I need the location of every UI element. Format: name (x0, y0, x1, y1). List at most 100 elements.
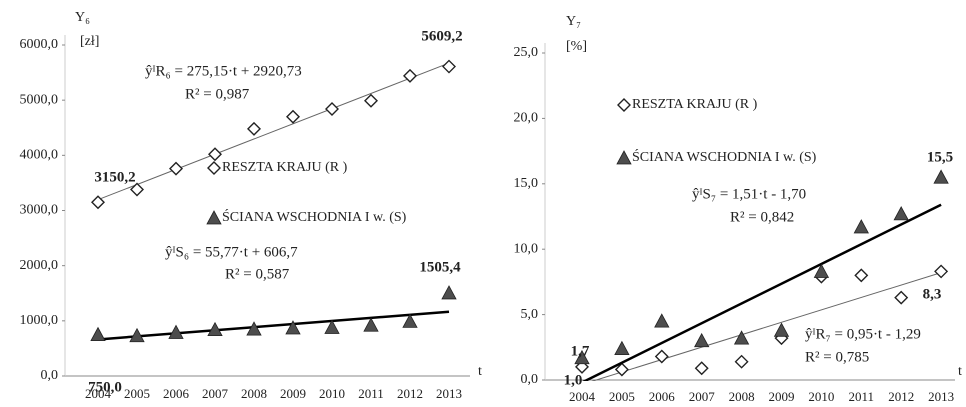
value-label: 8,3 (923, 286, 942, 302)
value-label: 5609,2 (421, 28, 462, 44)
x-tick-label: 2007 (689, 389, 716, 404)
diamond-marker (286, 109, 300, 124)
x-tick-label: 2009 (280, 386, 306, 401)
trend-line (97, 62, 450, 201)
diamond-marker (364, 93, 378, 108)
value-label: 3150,2 (94, 169, 135, 185)
x-tick-label: 2008 (241, 386, 267, 401)
triangle-marker (441, 285, 457, 300)
diamond-marker (325, 102, 339, 116)
y-tick-label: 4000,0 (20, 148, 59, 163)
triangle-marker (246, 321, 262, 336)
diamond-marker (617, 98, 631, 112)
y-tick-label: 10,0 (514, 241, 539, 256)
x-axis-label: t (478, 364, 482, 379)
x-tick-label: 2013 (928, 389, 954, 404)
triangle-marker (207, 321, 223, 337)
value-label: 1,7 (571, 343, 590, 359)
legend-label: ŚCIANA WSCHODNIA I w. (S) (222, 208, 407, 225)
triangle-marker (654, 313, 670, 328)
x-tick-label: 2005 (124, 386, 150, 401)
triangle-marker (363, 317, 379, 332)
y-tick-label: 3000,0 (20, 203, 59, 218)
trend-line (582, 203, 942, 381)
diamond-marker (208, 147, 222, 162)
annotation: R² = 0,987 (185, 86, 250, 102)
triangle-marker (773, 322, 790, 337)
chart: Y₇ [%] t 0,0 5,0 10,0 15,0 20,0 25,0 2004 2005 2006… (514, 14, 963, 404)
annotation: ŷᴵS₇ = 1,51·t - 1,70 (692, 186, 806, 202)
triangle-marker (614, 340, 630, 356)
x-tick-label: 2006 (163, 386, 190, 401)
triangle-marker (324, 319, 340, 334)
triangle-marker (694, 332, 710, 348)
diamond-marker (694, 361, 709, 376)
x-tick-label: 2011 (358, 386, 384, 401)
y-tick-label: 2000,0 (20, 258, 59, 273)
annotation: R² = 0,842 (730, 209, 794, 225)
y-tick-label: 0,0 (521, 372, 539, 387)
y-axis-label: Y₇ (566, 14, 581, 29)
diamond-marker (614, 362, 629, 377)
triangle-marker (933, 169, 949, 184)
legend-label: ŚCIANA WSCHODNIA I w. (S) (632, 148, 817, 165)
x-tick-label: 2012 (888, 389, 914, 404)
triangle-marker (733, 330, 750, 345)
y-axis-label: Y₆ (75, 10, 90, 25)
triangle-marker (168, 324, 184, 339)
diamond-marker (654, 349, 669, 364)
triangle-marker (813, 263, 830, 278)
x-tick-label: 2004 (569, 389, 596, 404)
trend-group (97, 62, 450, 201)
legend-label: RESZTA KRAJU (R ) (632, 97, 758, 112)
diamond-marker (854, 268, 869, 283)
y-axis-unit: [%] (566, 39, 587, 54)
triangle-marker (574, 349, 590, 365)
diamond-marker (734, 354, 749, 369)
trend-group (97, 310, 450, 341)
diamond-marker (894, 290, 909, 305)
triangle-marker (129, 327, 145, 343)
x-tick-label: 2010 (319, 386, 345, 401)
triangle-marker (402, 313, 418, 328)
value-label: 15,5 (927, 149, 953, 165)
diamond-marker (403, 68, 417, 83)
x-tick-label: 2013 (436, 386, 462, 401)
value-label: 750,0 (88, 379, 122, 395)
y-tick-label: 20,0 (514, 111, 539, 126)
triangle-marker (90, 326, 106, 342)
y-tick-label: 6000,0 (20, 37, 59, 52)
y-axis-unit: [zł] (80, 34, 99, 49)
triangle-marker (893, 206, 909, 221)
value-label: 1,0 (564, 372, 583, 388)
annotation: ŷᴵS₆ = 55,77·t + 606,7 (165, 244, 298, 260)
annotation: R² = 0,785 (805, 349, 869, 365)
x-tick-label: 2011 (849, 389, 875, 404)
triangle-marker (206, 210, 222, 225)
y-tick-label: 25,0 (514, 45, 539, 60)
diamond-marker (169, 161, 183, 176)
trend-group (582, 203, 942, 381)
legend-label: RESZTA KRAJU (R ) (222, 160, 348, 175)
trend-line (591, 272, 942, 381)
x-tick-label: 2008 (729, 389, 755, 404)
annotation: R² = 0,587 (225, 266, 290, 282)
y-tick-label: 15,0 (514, 176, 539, 191)
annotation: ŷᴵR₆ = 275,15·t + 2920,73 (145, 63, 302, 79)
diamond-marker (207, 161, 221, 175)
triangle-marker (616, 150, 632, 165)
diamond-marker (934, 264, 949, 279)
diamond-marker (247, 121, 261, 136)
x-axis-label: t (958, 364, 962, 379)
x-tick-label: 2004 (85, 386, 112, 401)
x-tick-label: 2010 (808, 389, 834, 404)
y-tick-label: 5000,0 (20, 92, 59, 107)
y-tick-label: 1000,0 (20, 313, 59, 328)
trend-line (97, 310, 450, 341)
diamond-marker (130, 182, 144, 197)
triangle-marker (853, 219, 869, 234)
annotation: ŷᴵR₇ = 0,95·t - 1,29 (805, 326, 921, 342)
x-tick-label: 2012 (397, 386, 423, 401)
y-tick-label: 5,0 (521, 307, 539, 322)
